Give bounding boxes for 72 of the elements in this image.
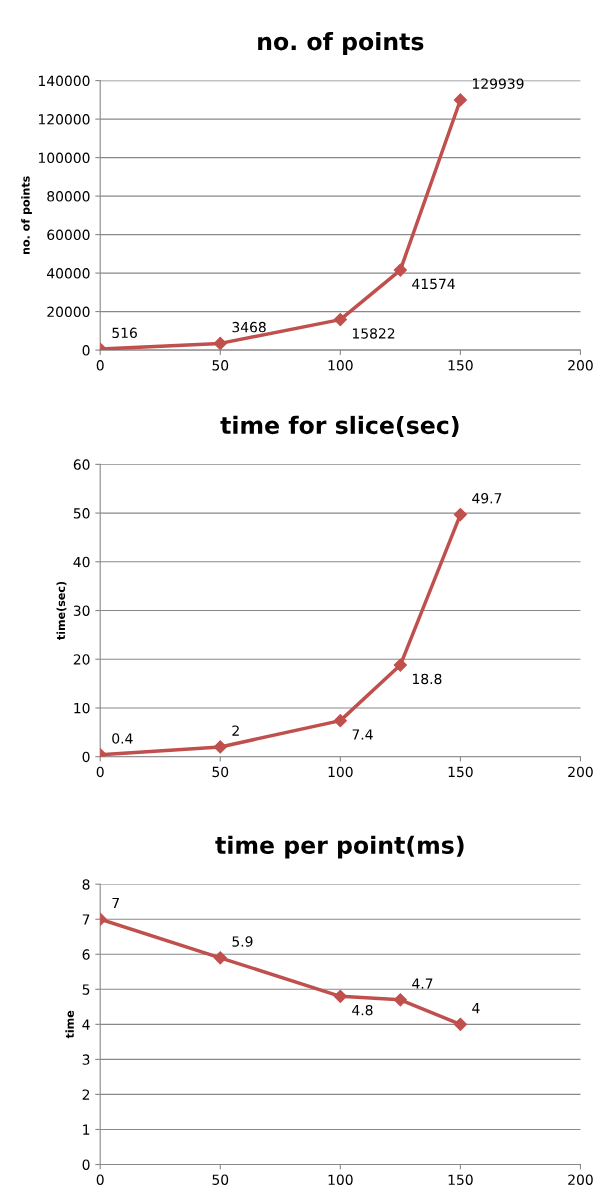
point bbox=[393, 263, 407, 277]
y-tick-label: 10 bbox=[74, 702, 90, 714]
y-tick-label: 30 bbox=[73, 605, 90, 616]
x-tick-label: 50 bbox=[212, 360, 229, 371]
y-tick-label: 60 bbox=[73, 459, 90, 470]
x-tick-label: 200 bbox=[568, 360, 593, 371]
y-tick-label: 6 bbox=[82, 949, 90, 960]
data-label: 5.9 bbox=[232, 936, 253, 947]
chart-title: time per point(ms) bbox=[215, 835, 464, 859]
x-tick-label: 0 bbox=[96, 360, 104, 371]
y-tick-label: 120000 bbox=[38, 114, 90, 125]
x-tick-label: 100 bbox=[328, 1174, 353, 1185]
point bbox=[393, 658, 407, 672]
y-axis-title: time bbox=[65, 1010, 74, 1039]
x-tick-label: 0 bbox=[96, 766, 104, 778]
y-axis-title: time(sec) bbox=[56, 581, 67, 640]
x-tick-label: 150 bbox=[448, 360, 473, 371]
point bbox=[453, 1017, 467, 1031]
x-tick-label: 50 bbox=[212, 1174, 229, 1185]
y-axis-title: no. of points bbox=[21, 176, 32, 254]
x-tick-label: 200 bbox=[568, 1174, 593, 1185]
y-tick-label: 0 bbox=[82, 1159, 90, 1170]
y-tick-label: 2 bbox=[82, 1089, 90, 1100]
data-label: 41574 bbox=[412, 278, 455, 290]
data-label: 18.8 bbox=[412, 673, 442, 685]
y-tick-label: 140000 bbox=[38, 75, 90, 87]
data-label: 516 bbox=[112, 327, 137, 339]
y-tick-label: 4 bbox=[82, 1019, 90, 1030]
x-tick-label: 0 bbox=[96, 1174, 104, 1185]
point bbox=[393, 993, 407, 1007]
data-label: 4.7 bbox=[412, 978, 433, 989]
point bbox=[213, 336, 227, 350]
y-tick-label: 0 bbox=[82, 751, 90, 763]
point bbox=[213, 951, 227, 965]
point bbox=[333, 989, 347, 1003]
y-tick-label: 8 bbox=[82, 879, 90, 890]
data-label: 49.7 bbox=[472, 493, 502, 504]
y-tick-label: 1 bbox=[83, 1124, 90, 1135]
data-label: 15822 bbox=[352, 328, 395, 339]
point bbox=[333, 313, 347, 327]
x-tick-label: 100 bbox=[328, 360, 353, 371]
y-tick-label: 3 bbox=[82, 1054, 90, 1065]
data-label: 129939 bbox=[473, 78, 524, 89]
data-label: 3468 bbox=[232, 321, 266, 333]
point bbox=[213, 740, 227, 754]
x-tick-label: 50 bbox=[212, 766, 229, 778]
data-label: 7 bbox=[112, 897, 119, 909]
y-tick-label: 20000 bbox=[47, 306, 90, 318]
point bbox=[333, 714, 347, 728]
point bbox=[453, 93, 467, 107]
y-tick-label: 100000 bbox=[38, 152, 90, 164]
x-tick-label: 150 bbox=[448, 766, 473, 778]
data-label: 0.4 bbox=[112, 733, 133, 744]
y-tick-label: 7 bbox=[82, 914, 90, 925]
chart-title: time for slice(sec) bbox=[220, 415, 459, 437]
data-label: 4 bbox=[472, 1003, 480, 1014]
data-label: 7.4 bbox=[352, 729, 373, 740]
x-tick-label: 200 bbox=[568, 766, 593, 778]
x-tick-label: 100 bbox=[328, 766, 353, 778]
chart-title: no. of points bbox=[258, 32, 424, 55]
y-tick-label: 40000 bbox=[46, 268, 90, 279]
y-tick-label: 5 bbox=[82, 984, 90, 995]
data-label: 4.8 bbox=[352, 1004, 373, 1016]
y-tick-label: 60000 bbox=[47, 229, 90, 241]
y-tick-label: 40 bbox=[73, 556, 90, 568]
y-tick-label: 50 bbox=[73, 508, 90, 519]
y-tick-label: 0 bbox=[82, 345, 90, 356]
y-tick-label: 20 bbox=[73, 654, 90, 665]
point bbox=[453, 507, 467, 522]
data-label: 2 bbox=[232, 725, 239, 736]
y-tick-label: 80000 bbox=[47, 191, 90, 202]
x-tick-label: 150 bbox=[448, 1174, 473, 1185]
